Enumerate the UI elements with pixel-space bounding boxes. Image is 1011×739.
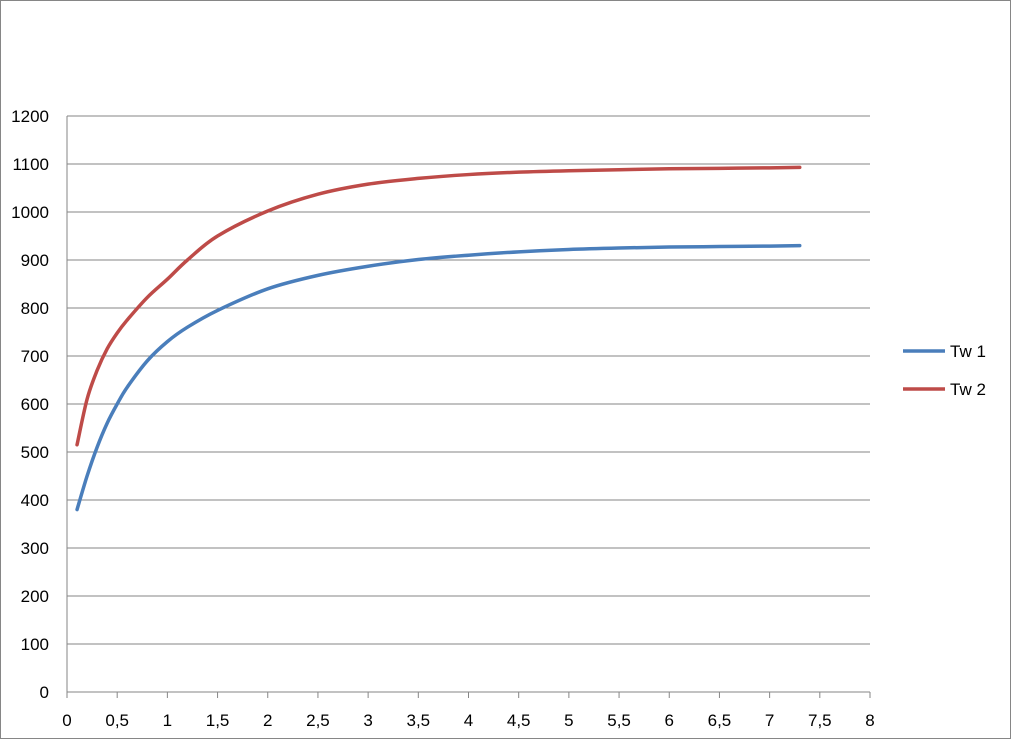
series-lines [75, 165, 802, 512]
y-tick-label: 1000 [11, 203, 49, 222]
y-tick-label: 200 [21, 587, 49, 606]
axes [66, 116, 871, 698]
y-axis-tick-labels: 0 100 200 300 400 500 600 700 800 900 1000 1100 1200 [11, 107, 49, 702]
x-tick-label: 2,5 [306, 711, 330, 730]
x-tick-label: 5 [564, 711, 573, 730]
y-tick-label: 900 [21, 251, 49, 270]
x-tick-label: 0 [62, 711, 71, 730]
legend: Tw 1 Tw 2 [903, 342, 986, 399]
x-tick-label: 1,5 [206, 711, 230, 730]
legend-label-tw-1: Tw 1 [950, 342, 986, 361]
x-tick-label: 3 [363, 711, 372, 730]
y-tick-label: 1100 [12, 155, 49, 174]
y-tick-label: 600 [21, 395, 49, 414]
x-tick-label: 6 [665, 711, 674, 730]
x-tick-label: 6,5 [708, 711, 732, 730]
x-tick-label: 7,5 [808, 711, 832, 730]
y-tick-label: 800 [21, 299, 49, 318]
y-tick-label: 500 [21, 443, 49, 462]
x-tick-label: 4,5 [507, 711, 531, 730]
x-tick-label: 2 [263, 711, 272, 730]
y-tick-label: 400 [21, 491, 49, 510]
x-tick-label: 4 [464, 711, 473, 730]
series-line-tw-1 [75, 243, 802, 512]
gridlines [67, 115, 870, 645]
x-tick-label: 1 [163, 711, 172, 730]
x-tick-label: 3,5 [406, 711, 430, 730]
x-tick-label: 7 [765, 711, 774, 730]
x-axis-tick-labels: 0 0,5 1 1,5 2 2,5 3 3,5 4 4,5 5 5,5 6 6,5 7 7,5 8 [62, 711, 874, 730]
y-tick-label: 0 [40, 683, 49, 702]
legend-label-tw-2: Tw 2 [950, 380, 986, 399]
x-tick-label: 0,5 [105, 711, 129, 730]
series-line-tw-2 [75, 165, 802, 447]
x-tick-label: 8 [865, 711, 874, 730]
y-tick-label: 300 [21, 539, 49, 558]
y-tick-label: 100 [21, 635, 49, 654]
y-tick-label: 700 [21, 347, 49, 366]
y-tick-label: 1200 [11, 107, 49, 126]
x-tick-label: 5,5 [607, 711, 631, 730]
